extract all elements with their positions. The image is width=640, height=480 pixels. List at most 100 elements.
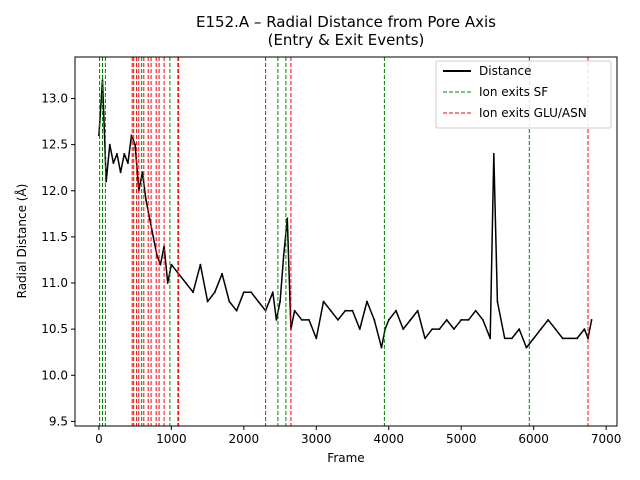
distance-point [395, 309, 397, 312]
x-tick-label: 5000 [446, 432, 477, 446]
distance-point [250, 291, 253, 294]
distance-point [105, 180, 108, 183]
distance-point [134, 143, 137, 146]
distance-point [228, 300, 231, 303]
distance-point [482, 319, 484, 321]
distance-point [275, 319, 278, 321]
distance-point [271, 291, 274, 294]
distance-point [123, 153, 126, 155]
distance-point [532, 337, 535, 340]
chart-title: E152.A – Radial Distance from Pore Axis [196, 13, 496, 31]
distance-point [489, 337, 492, 340]
legend-box [435, 60, 612, 129]
distance-point [152, 236, 155, 238]
y-tick-label: 11.0 [41, 276, 68, 290]
distance-point [145, 199, 147, 201]
distance-point [119, 171, 122, 174]
distance-point [116, 153, 118, 155]
distance-point [337, 319, 339, 321]
distance-point [590, 319, 593, 321]
distance-point [467, 319, 470, 321]
distance-point [460, 319, 463, 321]
distance-point [279, 300, 281, 303]
y-tick-label: 11.5 [41, 230, 68, 244]
distance-point [503, 337, 506, 340]
distance-point [518, 328, 521, 330]
distance-point [282, 254, 285, 257]
y-axis-ticks: 9.5 10.0 10.5 11.0 11.5 12.0 12.5 13.0 [41, 92, 75, 428]
distance-point [293, 309, 296, 312]
distance-point [496, 300, 499, 303]
chart-subtitle: (Entry & Exit Events) [268, 31, 425, 49]
distance-point [112, 162, 115, 165]
distance-point [424, 337, 426, 340]
x-tick-label: 2000 [229, 432, 260, 446]
legend: Distance Ion exits SF Ion exits GLU/ASN [435, 60, 612, 129]
distance-point [199, 263, 202, 266]
distance-point [525, 346, 528, 349]
distance-point [322, 300, 325, 303]
distance-point [474, 309, 477, 312]
x-tick-label: 3000 [301, 432, 332, 446]
distance-point [192, 291, 195, 294]
distance-point [561, 337, 564, 340]
y-tick-label: 10.5 [41, 322, 68, 336]
distance-point [159, 263, 162, 266]
distance-point [380, 346, 383, 349]
x-axis-label: Frame [327, 451, 364, 465]
x-tick-label: 7000 [591, 432, 622, 446]
y-tick-label: 12.0 [41, 184, 68, 198]
y-tick-label: 9.5 [49, 414, 68, 428]
x-axis-ticks: 0 1000 2000 3000 4000 5000 6000 7000 [95, 426, 621, 446]
distance-point [438, 328, 441, 330]
distance-point [101, 79, 104, 81]
distance-point [445, 319, 448, 321]
distance-point [373, 319, 376, 321]
distance-point [308, 319, 310, 321]
distance-point [453, 328, 455, 330]
distance-point [416, 309, 419, 312]
distance-point [583, 328, 586, 330]
legend-label-glu-asn: Ion exits GLU/ASN [479, 106, 587, 120]
distance-point [108, 143, 111, 146]
distance-point [315, 337, 318, 340]
distance-point [185, 282, 187, 284]
distance-point [409, 319, 412, 321]
distance-point [387, 319, 390, 321]
legend-label-distance: Distance [479, 64, 531, 78]
y-axis-label: Radial Distance (Å) [14, 184, 29, 299]
distance-point [492, 153, 495, 155]
distance-point [170, 263, 173, 266]
distance-point [213, 291, 216, 294]
distance-point [554, 328, 557, 330]
distance-point [257, 300, 260, 303]
distance-point [242, 291, 245, 294]
distance-point [235, 309, 238, 312]
distance-point [547, 319, 550, 321]
x-tick-label: 1000 [156, 432, 187, 446]
distance-point [127, 162, 129, 165]
distance-point [511, 337, 513, 340]
y-tick-label: 13.0 [41, 92, 68, 106]
distance-point [221, 272, 224, 275]
x-tick-label: 4000 [373, 432, 404, 446]
y-tick-label: 10.0 [41, 368, 68, 382]
distance-point [148, 217, 151, 220]
legend-label-sf: Ion exits SF [479, 85, 548, 99]
distance-point [206, 300, 209, 303]
distance-point [540, 328, 542, 330]
axes-frame [74, 56, 618, 427]
distance-point [358, 328, 361, 330]
x-tick-label: 6000 [518, 432, 549, 446]
distance-point [569, 337, 571, 340]
distance-point [431, 328, 434, 330]
distance-point [576, 337, 578, 340]
x-tick-label: 0 [95, 432, 103, 446]
distance-point [587, 337, 589, 340]
distance-point [344, 309, 347, 312]
distance-point [351, 309, 354, 312]
distance-point [166, 282, 169, 284]
distance-point [366, 300, 368, 303]
distance-point [300, 319, 303, 321]
